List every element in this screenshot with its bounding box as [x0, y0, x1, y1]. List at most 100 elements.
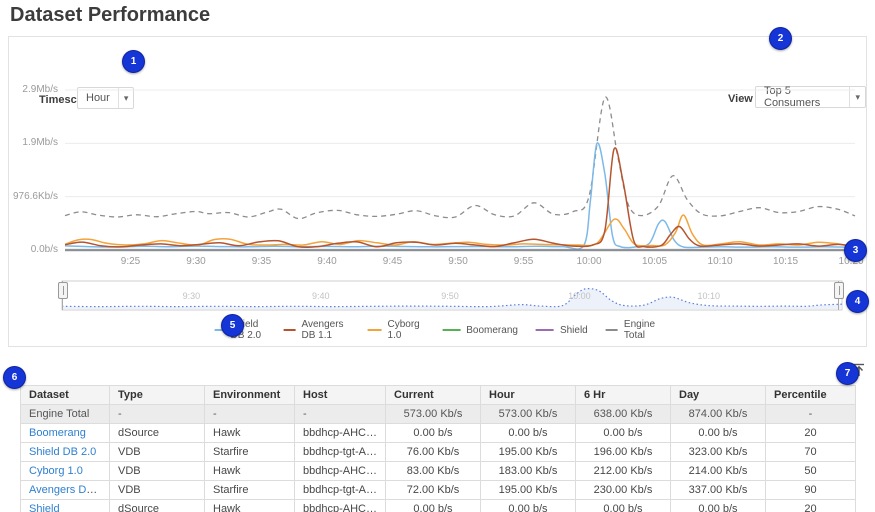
hour-cell: 0.00 b/s [480, 423, 576, 443]
dataset-link[interactable]: Cyborg 1.0 [29, 465, 83, 477]
dataset-link[interactable]: Shield [29, 503, 60, 512]
x-axis-tick: 10:15 [773, 256, 799, 267]
day-cell: 323.00 Kb/s [670, 442, 766, 462]
six_hr-cell: 0.00 b/s [575, 499, 671, 512]
current-cell: 76.00 Kb/s [385, 442, 481, 462]
legend-item-engine-total[interactable]: Engine Total [605, 319, 661, 341]
timescale-dropdown[interactable]: Hour ▾ [77, 87, 135, 109]
column-header-percentile[interactable]: Percentile [765, 385, 856, 405]
timescale-value: Hour [86, 92, 110, 104]
host-cell: bbdhcp-AHCI-585… [294, 423, 386, 443]
day-cell: 874.00 Kb/s [670, 404, 766, 424]
dataset-link[interactable]: Avengers DB 1.1 [29, 484, 110, 496]
x-axis-tick: 10:20 [838, 256, 864, 267]
x-axis-tick: 9:25 [120, 256, 141, 267]
legend-label: Engine Total [623, 319, 656, 341]
callout-badge-2: 2 [769, 27, 792, 50]
table-header-row: Dataset Type Environment Host Current Hour 6 H… [20, 385, 856, 405]
callout-badge-5: 5 [221, 314, 244, 337]
legend-swatch [214, 329, 225, 331]
environment-cell: Hawk [204, 499, 295, 512]
host-cell: bbdhcp-tgt-AHCI-… [294, 442, 386, 462]
x-axis-tick: 10:05 [642, 256, 668, 267]
percentile-cell: 20 [765, 423, 856, 443]
hour-cell: 183.00 Kb/s [480, 461, 576, 481]
column-header-environment[interactable]: Environment [204, 385, 295, 405]
host-cell: bbdhcp-tgt-AHCI-… [294, 480, 386, 500]
hour-cell: 195.00 Kb/s [480, 480, 576, 500]
legend-label: Avengers DB 1.1 [301, 319, 344, 341]
table-body: Engine Total - - -573.00 Kb/s 573.00 Kb/s 638… [20, 404, 856, 512]
six_hr-cell: 230.00 Kb/s [575, 480, 671, 500]
six_hr-cell: 638.00 Kb/s [575, 404, 671, 424]
host-cell: - [294, 404, 386, 424]
callout-badge-4: 4 [846, 290, 869, 313]
column-header-hour[interactable]: Hour [480, 385, 576, 405]
percentile-cell: 90 [765, 480, 856, 500]
overview-axis-tick: 10:10 [697, 291, 721, 301]
brush-handle-left[interactable] [58, 282, 68, 299]
view-label: View [728, 93, 753, 105]
legend-swatch [442, 329, 461, 331]
current-cell: 83.00 Kb/s [385, 461, 481, 481]
table-row-engine-total: Engine Total - - -573.00 Kb/s 573.00 Kb/s 638… [20, 404, 856, 424]
legend-label: Shield [559, 324, 588, 336]
environment-cell: - [204, 404, 295, 424]
type-cell: dSource [109, 499, 205, 512]
legend-label: Boomerang [466, 324, 518, 336]
legend-item-boomerang[interactable]: Boomerang [442, 325, 518, 336]
table-row-shield-db-2-0: Shield DB 2.0 VDBStarfirebbdhcp-tgt-AHCI-… [20, 442, 856, 462]
percentile-cell: 70 [765, 442, 856, 462]
day-cell: 0.00 b/s [670, 423, 766, 443]
table-row-boomerang: BoomerangdSourceHawkbbdhcp-AHCI-585…0.00… [20, 423, 856, 443]
y-axis-tick: 0.0b/s [30, 244, 58, 255]
legend-item-cyborg-1-0[interactable]: Cyborg 1.0 [367, 319, 424, 341]
dataset-link[interactable]: Boomerang [29, 427, 86, 439]
host-cell: bbdhcp-AHCI-585… [294, 499, 386, 512]
callout-badge-3: 3 [844, 239, 867, 262]
column-header-6-hr[interactable]: 6 Hr [575, 385, 671, 405]
x-axis-tick: 9:45 [382, 256, 403, 267]
view-dropdown[interactable]: Top 5 Consumers ▾ [755, 85, 866, 109]
column-header-type[interactable]: Type [109, 385, 205, 405]
type-cell: - [109, 404, 205, 424]
column-header-host[interactable]: Host [294, 385, 386, 405]
day-cell: 0.00 b/s [670, 499, 766, 512]
overview-axis-tick: 10:00 [568, 291, 591, 301]
brush-handle-right[interactable] [834, 282, 844, 299]
legend-item-avengers-db-1-1[interactable]: Avengers DB 1.1 [283, 319, 350, 341]
current-cell: 0.00 b/s [385, 423, 481, 443]
page-title: Dataset Performance [10, 4, 211, 26]
type-cell: dSource [109, 423, 205, 443]
hour-cell: 0.00 b/s [480, 499, 576, 512]
legend-item-shield[interactable]: Shield [535, 324, 588, 336]
percentile-cell: 20 [765, 499, 856, 512]
six_hr-cell: 196.00 Kb/s [575, 442, 671, 462]
overview-axis-tick: 9:50 [441, 291, 459, 301]
chart-legend: Shield DB 2.0 Avengers DB 1.1 Cyborg 1.0 Bo… [214, 319, 661, 341]
column-header-current[interactable]: Current [385, 385, 481, 405]
x-axis-tick: 9:55 [513, 256, 534, 267]
dataset-cell: Avengers DB 1.1 [20, 480, 110, 500]
dataset-link[interactable]: Shield DB 2.0 [29, 446, 97, 458]
current-cell: 72.00 Kb/s [385, 480, 481, 500]
callout-badge-6: 6 [3, 366, 26, 389]
y-axis-tick: 976.6Kb/s [12, 190, 58, 202]
dataset-cell: Engine Total [20, 404, 110, 424]
current-cell: 0.00 b/s [385, 499, 481, 512]
dataset-cell: Cyborg 1.0 [20, 461, 110, 481]
legend-label: Cyborg 1.0 [387, 319, 420, 341]
legend-item-shield-db-2-0[interactable]: Shield DB 2.0 [214, 319, 266, 341]
x-axis-tick: 9:30 [186, 256, 206, 267]
column-header-day[interactable]: Day [670, 385, 766, 405]
legend-swatch [605, 329, 618, 331]
x-axis-tick: 9:35 [251, 256, 272, 267]
legend-swatch [367, 329, 382, 331]
callout-badge-1: 1 [122, 50, 145, 73]
six_hr-cell: 212.00 Kb/s [575, 461, 671, 481]
column-header-dataset[interactable]: Dataset [20, 385, 110, 405]
day-cell: 214.00 Kb/s [670, 461, 766, 481]
overview-axis-tick: 9:40 [311, 291, 330, 301]
